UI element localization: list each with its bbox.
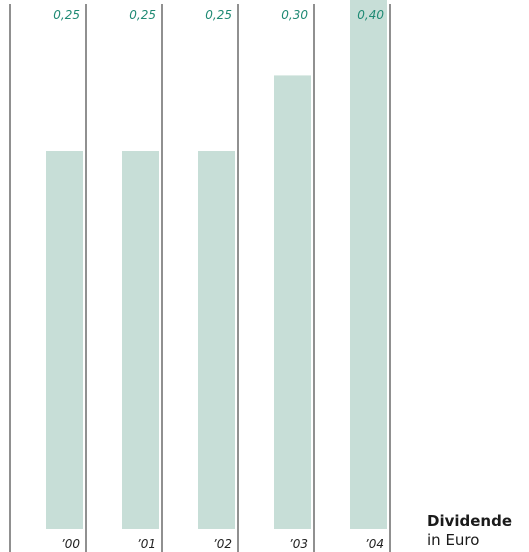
value-label: 0,25 bbox=[129, 8, 156, 22]
value-label: 0,25 bbox=[205, 8, 232, 22]
chart-title: Dividende bbox=[427, 512, 513, 530]
bar-3 bbox=[274, 75, 311, 530]
year-label: ’01 bbox=[137, 537, 156, 551]
year-label: ’02 bbox=[213, 537, 232, 551]
year-label: ’03 bbox=[289, 537, 308, 551]
year-label: ’00 bbox=[61, 537, 80, 551]
value-label: 0,25 bbox=[53, 8, 80, 22]
value-label: 0,40 bbox=[357, 8, 384, 22]
bar-4 bbox=[350, 0, 387, 529]
year-label: ’04 bbox=[365, 537, 384, 551]
bar-2 bbox=[198, 151, 235, 529]
chart-unit: in Euro bbox=[427, 531, 480, 549]
bar-1 bbox=[122, 151, 159, 529]
value-label: 0,30 bbox=[281, 8, 308, 22]
bar-0 bbox=[46, 151, 83, 529]
chart-caption: Dividende in Euro bbox=[427, 512, 512, 550]
